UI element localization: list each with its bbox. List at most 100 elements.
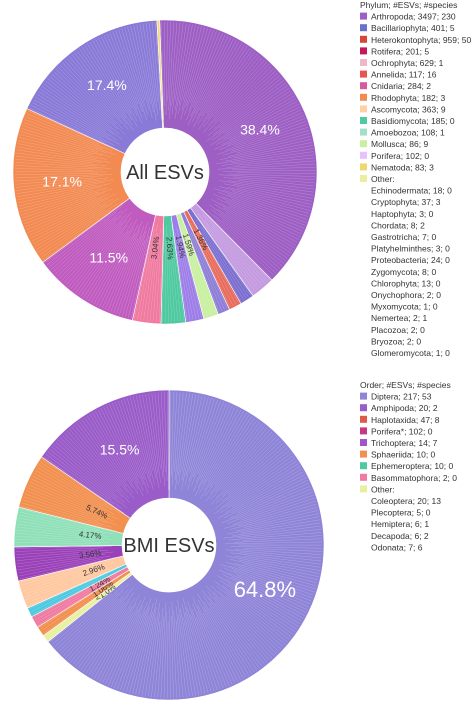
legend1-swatch-12[interactable] [360, 151, 367, 159]
legend2-item-1[interactable]: Amphipoda; 20; 2 [371, 403, 438, 413]
legend2-swatch-1[interactable] [360, 404, 367, 412]
legend2-swatch-2[interactable] [360, 415, 367, 423]
all-esvs-branch [18, 137, 94, 156]
bmi-esvs-branch [53, 444, 127, 509]
all-esvs-branch [230, 126, 309, 152]
bmi-esvs-branch [58, 583, 129, 652]
all-esvs-branch [171, 223, 185, 321]
legend1-item-1[interactable]: Bacillariophyta; 401; 5 [371, 23, 455, 33]
legend1-swatch-7[interactable] [360, 93, 367, 101]
legend1-swatch-9[interactable] [360, 117, 367, 124]
bmi-esvs-branch [219, 580, 296, 633]
legend2-swatch-3[interactable] [360, 427, 367, 435]
legend1-swatch-11[interactable] [360, 140, 367, 148]
bmi-esvs-branch [197, 408, 239, 489]
bmi-esvs-branch [51, 446, 120, 504]
bmi-esvs-branch [160, 392, 166, 473]
legend1-item-7[interactable]: Rhodophyta; 182; 3 [371, 93, 445, 103]
legend1-item-11[interactable]: Mollusca; 86; 9 [371, 139, 428, 149]
bmi-esvs-branch [183, 617, 200, 696]
legend2-other-title[interactable]: Other: [371, 484, 395, 494]
all-esvs-branch [225, 121, 307, 151]
legend2-item-7[interactable]: Basommatophora; 2; 0 [371, 473, 457, 483]
all-esvs-branch [223, 189, 309, 217]
all-esvs-branch [213, 59, 265, 118]
legend1-swatch-3[interactable] [360, 47, 367, 55]
legend2-item-6[interactable]: Ephemeroptera; 10; 0 [371, 461, 453, 471]
legend1-item-4[interactable]: Ochrophyta; 629; 1 [371, 58, 444, 68]
all-esvs-branch [152, 22, 160, 111]
bmi-esvs-branch [114, 401, 145, 480]
bmi-esvs-branch [178, 614, 190, 697]
all-esvs-branch [91, 227, 134, 303]
legend2-swatch-5[interactable] [360, 450, 367, 458]
legend2-swatch-7[interactable] [360, 473, 367, 481]
legend2-swatch-0[interactable] [360, 392, 367, 400]
legend1-swatch-2[interactable] [360, 35, 367, 43]
legend2-item-0[interactable]: Diptera; 217; 53 [371, 392, 432, 402]
all-esvs-branch [232, 176, 315, 184]
bmi-esvs-branch [26, 566, 114, 601]
all-esvs-branch [155, 237, 162, 322]
bmi-esvs-branch [109, 404, 144, 486]
all-esvs-branch [216, 101, 298, 145]
legend1-item-6[interactable]: Cnidaria; 284; 2 [371, 81, 431, 91]
all-esvs-branch [178, 25, 196, 106]
legend1-item-2[interactable]: Heterokontophyta; 959; 50 [371, 35, 471, 45]
legend1-swatch-5[interactable] [360, 70, 367, 78]
legend1-swatch-4[interactable] [360, 59, 367, 66]
all-esvs-branch [25, 116, 113, 152]
bmi-esvs-branch [16, 532, 105, 541]
legend1-item-12[interactable]: Porifera; 102; 0 [371, 151, 429, 161]
legend1-item-13[interactable]: Nematoda; 83; 3 [371, 162, 434, 172]
legend1-item-5[interactable]: Annelida; 117; 16 [371, 70, 437, 80]
all-esvs-branch [17, 143, 98, 160]
all-esvs-branch [206, 49, 253, 114]
legend1-other-item-9: Onychophora; 2; 0 [371, 290, 441, 300]
all-esvs-branch [213, 66, 272, 124]
legend1-item-3[interactable]: Rotifera; 201; 5 [371, 46, 429, 56]
bmi-esvs-branch [75, 602, 125, 667]
all-esvs-branch [202, 214, 266, 285]
all-esvs-branch [168, 22, 175, 111]
bmi-esvs-branch [210, 425, 265, 494]
bmi-esvs-branch [38, 573, 123, 626]
bmi-esvs-branch [144, 603, 160, 697]
legend1-item-10[interactable]: Amoebozoa; 108; 1 [371, 128, 445, 138]
bmi-esvs-branch [40, 577, 119, 628]
bmi-esvs-branch [27, 570, 106, 604]
bmi-esvs-branch [214, 596, 270, 661]
legend1-other-item-14: Glomeromycota; 1; 0 [371, 348, 450, 358]
bmi-esvs-branch [219, 569, 307, 613]
bmi-esvs-branch [175, 619, 184, 698]
legend1-swatch-0[interactable] [360, 12, 367, 20]
legend2-swatch-other[interactable] [360, 485, 367, 493]
legend2-swatch-4[interactable] [360, 439, 367, 446]
legend2-item-2[interactable]: Haplotaxida; 47; 8 [371, 415, 440, 425]
all-esvs-branch [219, 139, 312, 161]
legend1-item-0[interactable]: Arthropoda; 3497; 230 [371, 12, 456, 22]
legend1-item-9[interactable]: Basidiomycota; 185; 0 [371, 116, 455, 126]
all-esvs-branch [181, 231, 206, 317]
legend1-item-8[interactable]: Ascomycota; 363; 9 [371, 104, 446, 114]
all-esvs-branch [133, 25, 151, 104]
legend2-swatch-6[interactable] [360, 462, 367, 470]
legend1-swatch-1[interactable] [360, 24, 367, 32]
legend1-swatch-13[interactable] [360, 163, 367, 171]
legend2-item-3[interactable]: Porifera*; 102; 0 [371, 426, 433, 436]
all-esvs-branch [80, 233, 124, 297]
legend1-swatch-other[interactable] [360, 175, 367, 182]
legend2-item-4[interactable]: Trichoptera; 14; 7 [371, 438, 438, 448]
bmi-esvs-branch [35, 470, 116, 515]
legend1-swatch-8[interactable] [360, 105, 367, 113]
legend2-item-5[interactable]: Sphaeriida; 10; 0 [371, 450, 436, 460]
all-esvs-branch [83, 222, 133, 298]
all-esvs-branch [223, 98, 296, 140]
all-esvs-branch [69, 56, 121, 119]
all-esvs-branch [26, 197, 103, 231]
all-esvs-branch [39, 203, 118, 255]
legend1-swatch-6[interactable] [360, 82, 367, 90]
legend1-swatch-10[interactable] [360, 128, 367, 136]
bmi-esvs-branch [132, 396, 155, 485]
legend1-other-title[interactable]: Other: [371, 174, 395, 184]
